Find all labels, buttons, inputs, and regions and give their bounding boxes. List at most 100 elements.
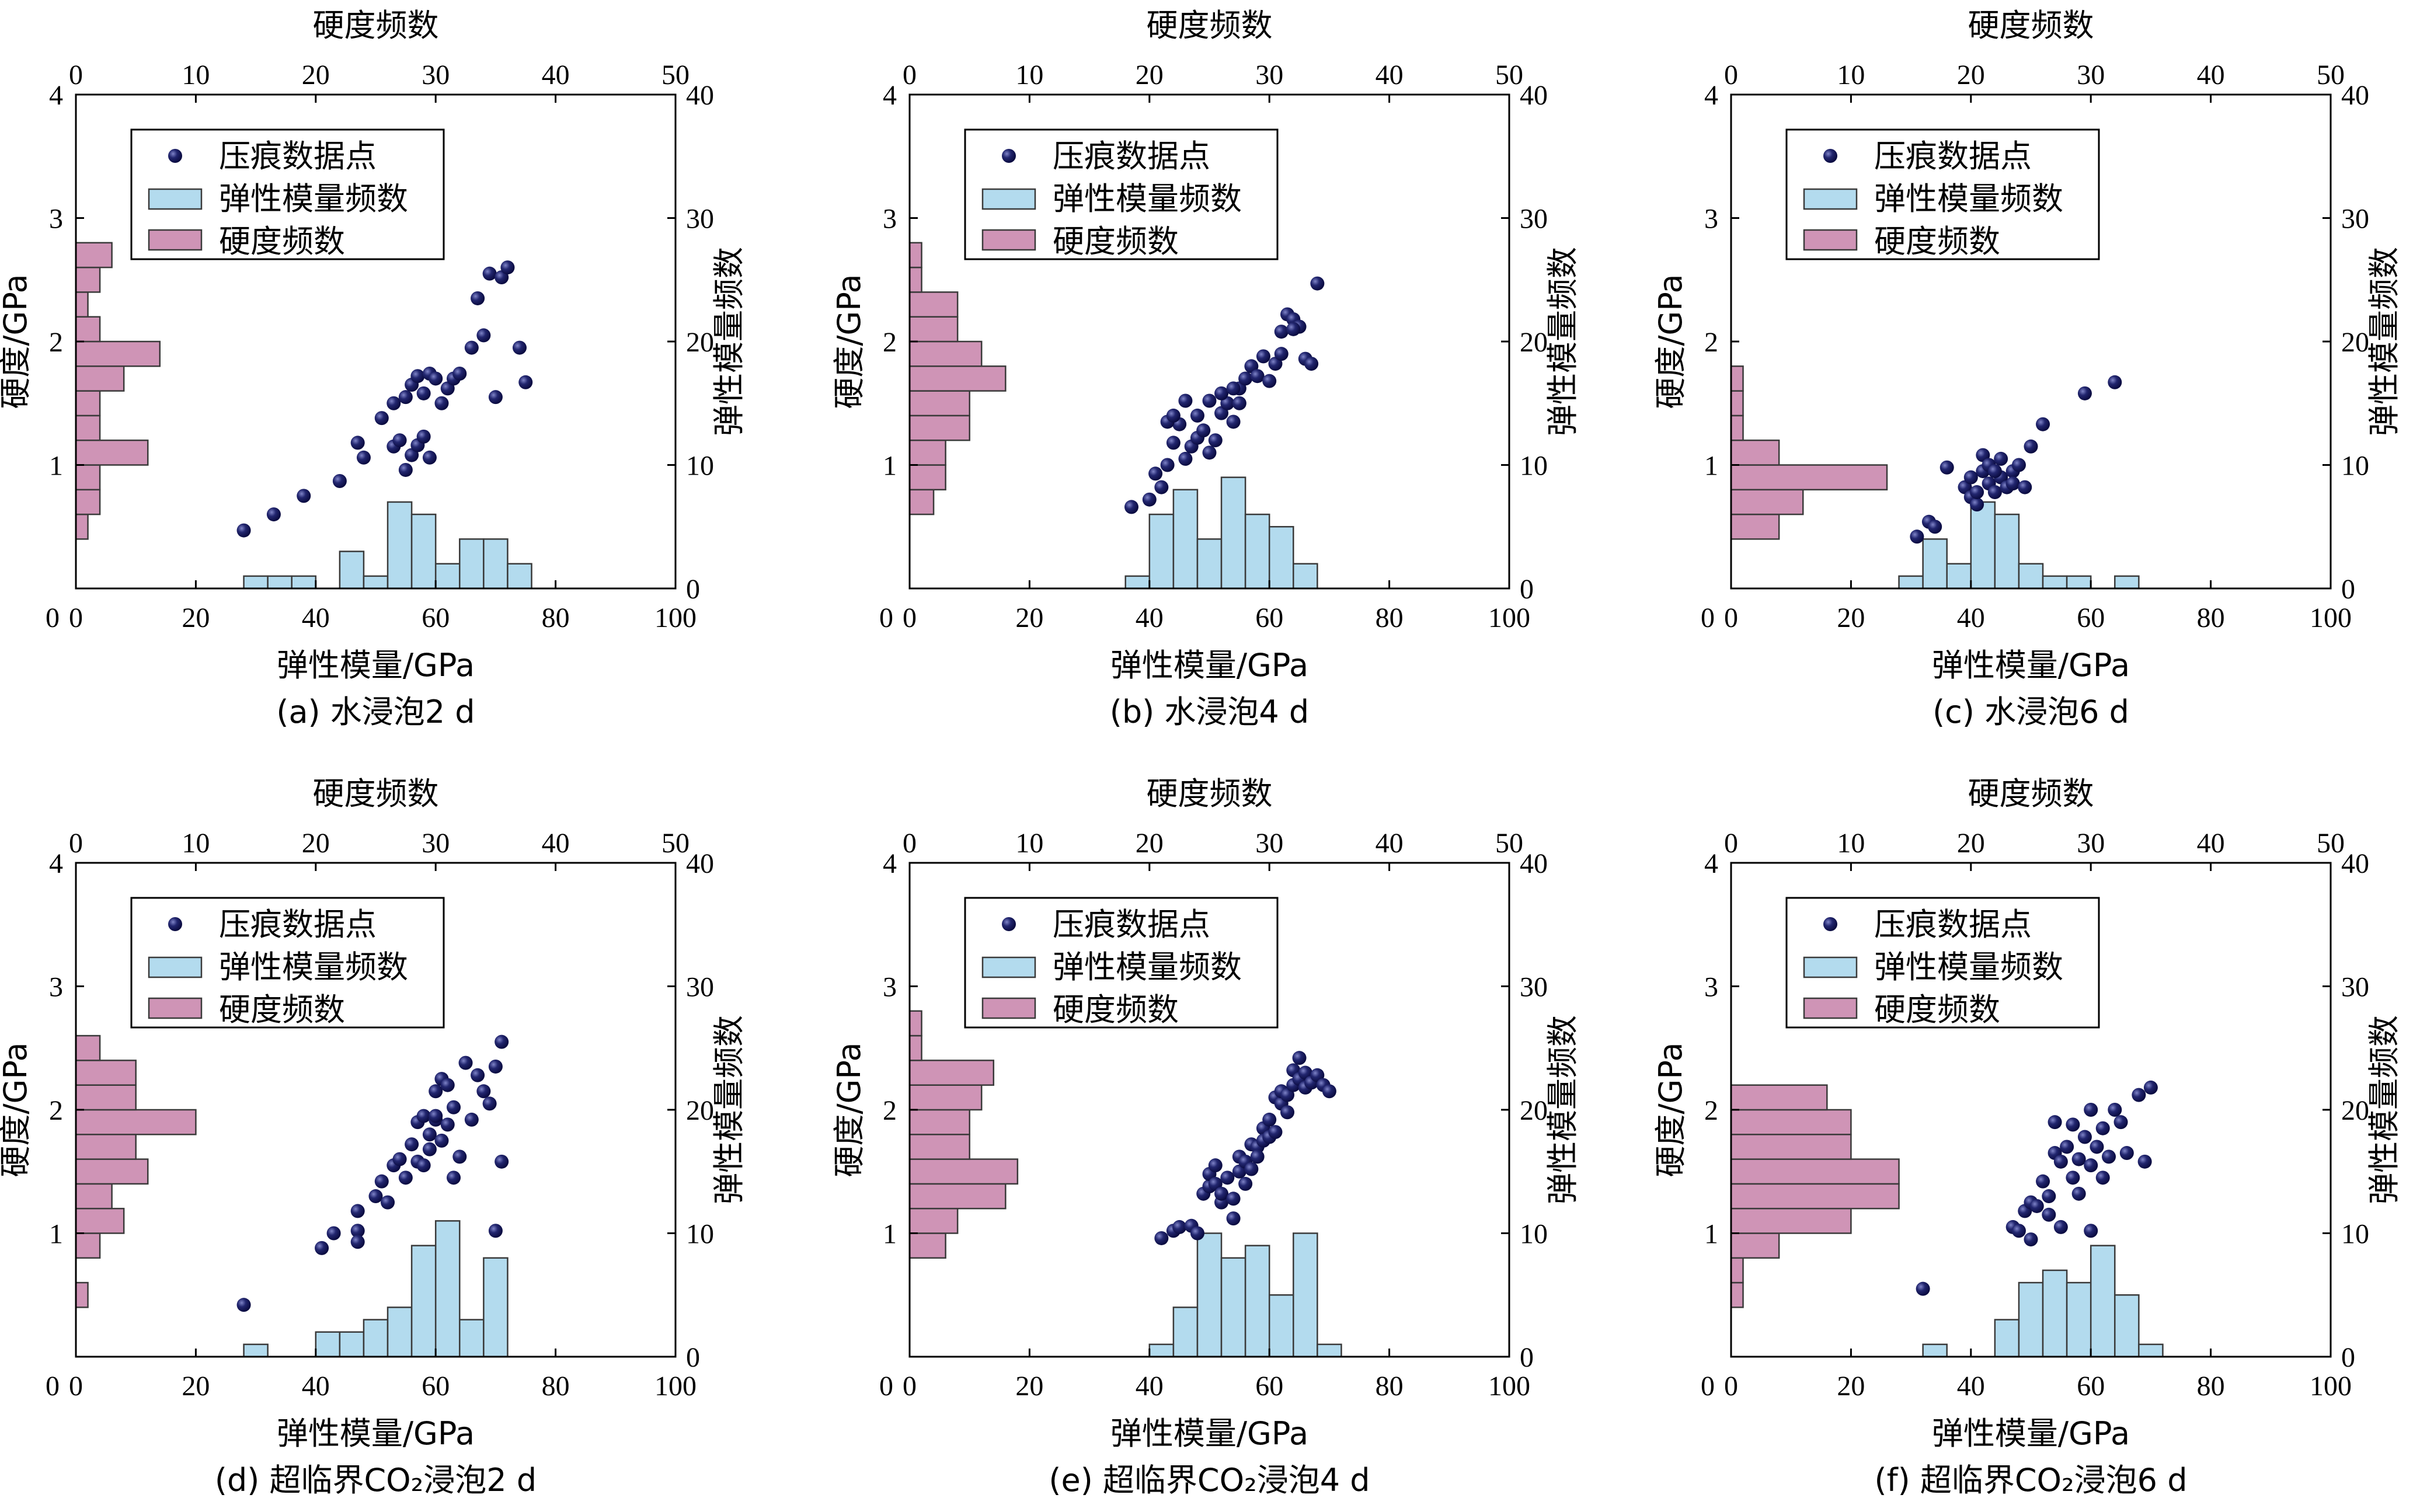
legend-label: 弹性模量频数 [219, 180, 408, 217]
y-tick-label: 4 [49, 848, 63, 879]
indent-point [1154, 480, 1169, 494]
indent-point [1262, 1112, 1277, 1127]
hardness-bar [908, 365, 1007, 392]
x-axis-title: 弹性模量/GPa [1110, 647, 1308, 684]
x-tick-label: 60 [1255, 602, 1283, 633]
modulus-bar [1994, 513, 2020, 590]
indent-point [2053, 1154, 2068, 1169]
indent-point [452, 1149, 467, 1164]
x-tick-label: 80 [2197, 602, 2225, 633]
legend-point-marker [1823, 917, 1837, 931]
hardness-bar [75, 242, 113, 269]
modulus-bar [1268, 1294, 1294, 1358]
y-tick-label: 4 [883, 80, 897, 111]
modulus-bar [2138, 1343, 2164, 1358]
right-tick-label: 10 [686, 1219, 714, 1250]
hardness-bar [1730, 513, 1780, 540]
x-tick-label: 40 [302, 602, 330, 633]
top-tick-label: 50 [2317, 60, 2345, 90]
modulus-bar [2114, 1294, 2140, 1358]
indent-point [1238, 1176, 1253, 1191]
indent-point [1268, 1125, 1283, 1140]
hardness-bar [1730, 1109, 1852, 1135]
right-tick-label: 0 [1520, 574, 1534, 605]
right-tick-label: 40 [686, 80, 714, 111]
y-tick-label: 1 [49, 451, 63, 482]
indent-point [1250, 369, 1265, 384]
y-tick-label: 3 [1704, 972, 1718, 1003]
legend-label: 弹性模量频数 [1053, 180, 1242, 217]
right-tick-label: 40 [2341, 848, 2369, 879]
panel-caption: (f) 超临界CO₂浸泡6 d [1875, 1462, 2188, 1499]
hardness-bar [908, 1060, 995, 1086]
legend-label: 压痕数据点 [1874, 906, 2032, 943]
top-tick-label: 0 [69, 60, 83, 90]
indent-point [476, 1084, 491, 1099]
modulus-bar [1172, 489, 1199, 590]
origin-label: 0 [879, 1371, 893, 1402]
indent-point [1310, 276, 1325, 291]
top-tick-label: 30 [1255, 828, 1283, 859]
x-tick-label: 80 [542, 1371, 570, 1402]
indent-point [1226, 1211, 1241, 1226]
indent-point [2005, 476, 2020, 491]
top-axis-title: 硬度频数 [1968, 775, 2094, 812]
y-tick-label: 4 [1704, 80, 1718, 111]
top-axis-title: 硬度频数 [1968, 7, 2094, 44]
right-tick-label: 30 [1520, 204, 1548, 235]
hardness-bar [1730, 1281, 1744, 1308]
right-axis-title: 弹性模量频数 [2366, 247, 2402, 436]
indent-point [2095, 1170, 2110, 1185]
indent-point [1214, 386, 1229, 400]
top-tick-label: 30 [1255, 60, 1283, 90]
indent-point [422, 1142, 437, 1156]
x-tick-label: 100 [1488, 1371, 1530, 1402]
indent-point [1963, 470, 1978, 485]
top-tick-label: 10 [1015, 60, 1043, 90]
indent-point [1178, 451, 1193, 466]
indent-point [2066, 1170, 2080, 1185]
modulus-bar [507, 563, 532, 590]
top-tick-label: 30 [2077, 60, 2105, 90]
y-tick-label: 3 [1704, 204, 1718, 235]
top-tick-label: 20 [1136, 828, 1164, 859]
right-tick-label: 0 [2341, 1342, 2355, 1373]
y-tick-label: 1 [1704, 1219, 1718, 1250]
indent-point [1142, 492, 1157, 507]
indent-point [2095, 1121, 2110, 1135]
hardness-bar [1730, 390, 1744, 417]
x-tick-label: 100 [654, 1371, 697, 1402]
indent-point [2018, 480, 2032, 494]
indent-point [458, 1055, 473, 1070]
x-tick-label: 40 [1957, 602, 1985, 633]
hardness-bar [908, 1158, 1019, 1185]
indent-point [440, 1117, 455, 1132]
indent-point [356, 450, 371, 465]
legend-modulus-swatch [1803, 188, 1858, 210]
legend-point-marker [168, 149, 182, 163]
y-axis-title: 硬度/GPa [1652, 1042, 1689, 1177]
indent-point [2066, 1117, 2080, 1132]
indent-point [488, 1059, 503, 1074]
indent-point [1910, 529, 1924, 544]
indent-point [405, 1137, 419, 1152]
hardness-bar [908, 266, 922, 293]
indent-point [2108, 375, 2122, 389]
panel-caption: (e) 超临界CO₂浸泡4 d [1049, 1462, 1370, 1499]
right-tick-label: 40 [1520, 848, 1548, 879]
top-tick-label: 40 [2197, 60, 2225, 90]
indent-point [2077, 386, 2092, 400]
top-tick-label: 0 [1724, 828, 1738, 859]
right-tick-label: 40 [2341, 80, 2369, 111]
legend-modulus-swatch [148, 956, 203, 978]
right-tick-label: 30 [686, 204, 714, 235]
modulus-bar [410, 513, 437, 590]
x-tick-label: 60 [422, 1371, 450, 1402]
y-tick-label: 3 [883, 204, 897, 235]
